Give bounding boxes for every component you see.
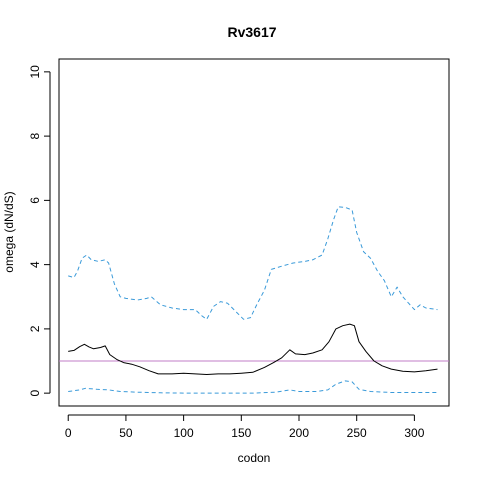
y-tick-label: 4 [28, 261, 42, 268]
y-tick-label: 0 [28, 389, 42, 396]
x-axis: 0 50 100 150 200 250 300 [65, 414, 425, 440]
x-tick-label: 0 [65, 426, 72, 440]
x-tick-label: 50 [119, 426, 133, 440]
y-tick-label: 10 [28, 65, 42, 79]
series-line-2 [68, 206, 438, 320]
x-tick-label: 200 [289, 426, 309, 440]
x-tick-label: 250 [347, 426, 367, 440]
y-tick-label: 8 [28, 132, 42, 139]
series-layer [59, 206, 449, 394]
chart-title: Rv3617 [227, 24, 276, 40]
x-tick-label: 150 [231, 426, 251, 440]
x-tick-label: 300 [404, 426, 424, 440]
y-axis: 0 2 4 6 8 10 [28, 65, 51, 396]
plot-frame [58, 58, 450, 407]
x-axis-label: codon [238, 451, 271, 465]
y-axis-label: omega (dN/dS) [2, 191, 16, 272]
series-line-1 [68, 323, 438, 375]
x-tick-label: 100 [174, 426, 194, 440]
y-tick-label: 6 [28, 197, 42, 204]
y-tick-label: 2 [28, 325, 42, 332]
plot-area [58, 58, 450, 407]
series-line-3 [68, 380, 438, 394]
